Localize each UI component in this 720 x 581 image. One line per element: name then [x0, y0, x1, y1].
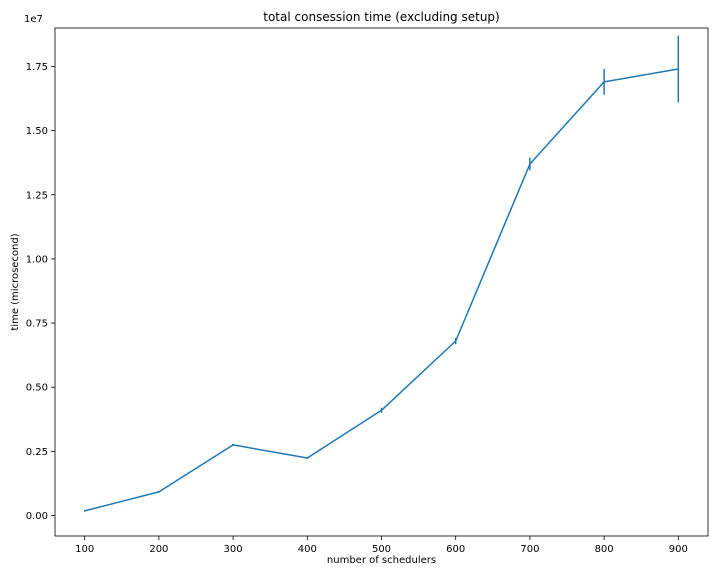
x-axis-label: number of schedulers — [327, 555, 436, 566]
x-tick-label: 200 — [149, 544, 168, 555]
y-tick-label: 1.50 — [26, 126, 48, 137]
x-tick-label: 700 — [520, 544, 539, 555]
x-tick-label: 500 — [372, 544, 391, 555]
y-axis-label: time (microsecond) — [10, 233, 21, 330]
y-tick-label: 0.25 — [26, 447, 48, 458]
y-tick-label: 1.75 — [26, 62, 48, 73]
y-offset-text: 1e7 — [24, 14, 43, 25]
x-tick-label: 100 — [75, 544, 94, 555]
x-tick-label: 900 — [669, 544, 688, 555]
y-tick-label: 0.00 — [26, 511, 48, 522]
x-tick-label: 600 — [446, 544, 465, 555]
y-tick-label: 1.25 — [26, 190, 48, 201]
x-tick-label: 400 — [298, 544, 317, 555]
x-tick-label: 800 — [595, 544, 614, 555]
y-tick-label: 1.00 — [26, 254, 48, 265]
chart-title: total consession time (excluding setup) — [263, 10, 499, 24]
y-tick-label: 0.50 — [26, 383, 48, 394]
y-tick-label: 0.75 — [26, 319, 48, 330]
x-tick-label: 300 — [224, 544, 243, 555]
